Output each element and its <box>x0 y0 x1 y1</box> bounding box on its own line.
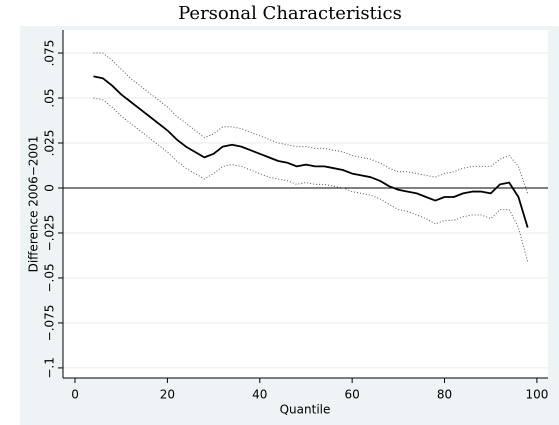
y-tick-label: 0 <box>43 184 57 192</box>
x-tick-label: 40 <box>252 388 267 402</box>
x-tick-label: 20 <box>160 388 175 402</box>
x-tick-label: 60 <box>345 388 360 402</box>
chart-title: Personal Characteristics <box>178 3 402 24</box>
plot-background <box>63 30 548 378</box>
line-series <box>93 97 529 262</box>
x-tick-label: 80 <box>437 388 452 402</box>
y-tick-label: −.075 <box>43 305 57 342</box>
y-tick-label: −.025 <box>43 215 57 252</box>
y-tick-label: −.1 <box>43 357 57 379</box>
y-tick-label: .05 <box>43 88 57 107</box>
y-axis-label: Difference 2006−2001 <box>27 136 41 273</box>
x-tick-label: 0 <box>71 388 79 402</box>
line-series <box>93 75 529 228</box>
y-tick-label: .075 <box>43 40 57 67</box>
y-tick-label: .025 <box>43 130 57 157</box>
x-tick-label: 100 <box>525 388 548 402</box>
x-axis-label: Quantile <box>280 403 331 417</box>
y-tick-label: −.05 <box>43 263 57 292</box>
